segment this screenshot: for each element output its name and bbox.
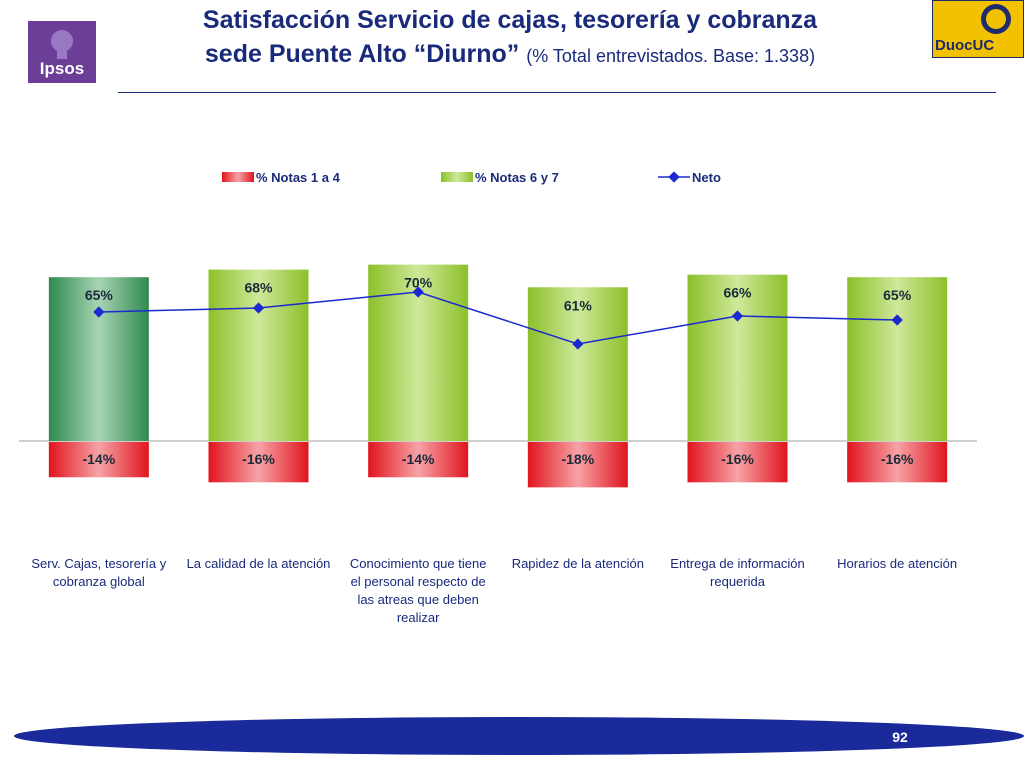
positive-data-label: 65% [883,287,912,303]
positive-bar [48,277,149,441]
page-title-line2: sede Puente Alto “Diurno” (% Total entre… [110,40,910,69]
chart-neto-line [93,286,903,350]
ipsos-logo: Ipsos [28,21,96,83]
chart-labels: 65% -14% Serv. Cajas, tesorería y cobranza … [31,275,957,625]
positive-bar [208,269,309,441]
neto-point [891,314,903,326]
category-label: Serv. Cajas, tesorería y [31,556,166,571]
page-title-line2-text: sede Puente Alto “Diurno” [204,40,520,68]
negative-bar [48,442,149,478]
page-title-line1: Satisfacción Servicio de cajas, tesorerí… [202,6,818,34]
neto-point [572,338,584,350]
neto-point [252,302,265,314]
category-label: Horarios de atención [837,556,957,571]
legend-swatch-notas-1-4 [222,172,254,182]
legend-swatch-notas-6-7 [441,172,473,182]
neto-point [412,286,424,298]
category-label: Conocimiento que tiene [350,556,487,571]
category-label: Entrega de información [670,556,804,571]
positive-bar [687,274,788,441]
title-divider [118,92,996,93]
positive-bar [847,277,948,441]
positive-data-label: 65% [85,287,114,303]
category-label: requerida [710,574,766,589]
chart-legend: % Notas 1 a 4 % Notas 6 y 7 Neto [222,170,721,185]
negative-bar [368,442,469,478]
negative-bar [687,442,788,483]
ipsos-head-icon [51,30,73,59]
neto-polyline [98,291,898,345]
negative-bar [527,442,628,488]
legend-label-neto: Neto [692,170,721,185]
negative-bar [847,442,948,483]
legend-swatch-neto-marker [668,171,680,183]
negative-bar [208,442,309,483]
category-label: realizar [397,610,440,625]
footer-band [14,717,1024,755]
positive-data-label: 70% [404,275,433,291]
category-label: cobranza global [53,574,145,589]
negative-data-label: -18% [561,451,594,467]
legend-label-notas-1-4: % Notas 1 a 4 [256,170,341,185]
page-subtitle: (% Total entrevistados. Base: 1.338) [526,46,816,66]
chart-bars [19,264,977,488]
duoc-crest-icon [981,4,1011,34]
negative-data-label: -14% [82,451,115,467]
category-label: las atreas que deben [357,592,478,607]
legend-label-notas-6-7: % Notas 6 y 7 [475,170,559,185]
positive-data-label: 68% [244,280,273,296]
negative-data-label: -16% [721,451,754,467]
category-label: el personal respecto de [351,574,486,589]
page-number: 92 [892,729,908,745]
satisfaction-chart: % Notas 1 a 4 % Notas 6 y 7 Neto 65% -14% Se… [19,170,977,625]
positive-data-label: 66% [723,285,752,301]
duoc-logo-text: DuocUC [935,37,995,54]
neto-point [731,310,744,322]
category-label: La calidad de la atención [187,556,331,571]
category-label: Rapidez de la atención [512,556,644,571]
positive-bar [527,287,628,441]
positive-data-label: 61% [564,297,593,313]
negative-data-label: -16% [881,451,914,467]
negative-data-label: -16% [242,451,275,467]
ipsos-logo-text: Ipsos [39,59,85,78]
negative-data-label: -14% [402,451,435,467]
